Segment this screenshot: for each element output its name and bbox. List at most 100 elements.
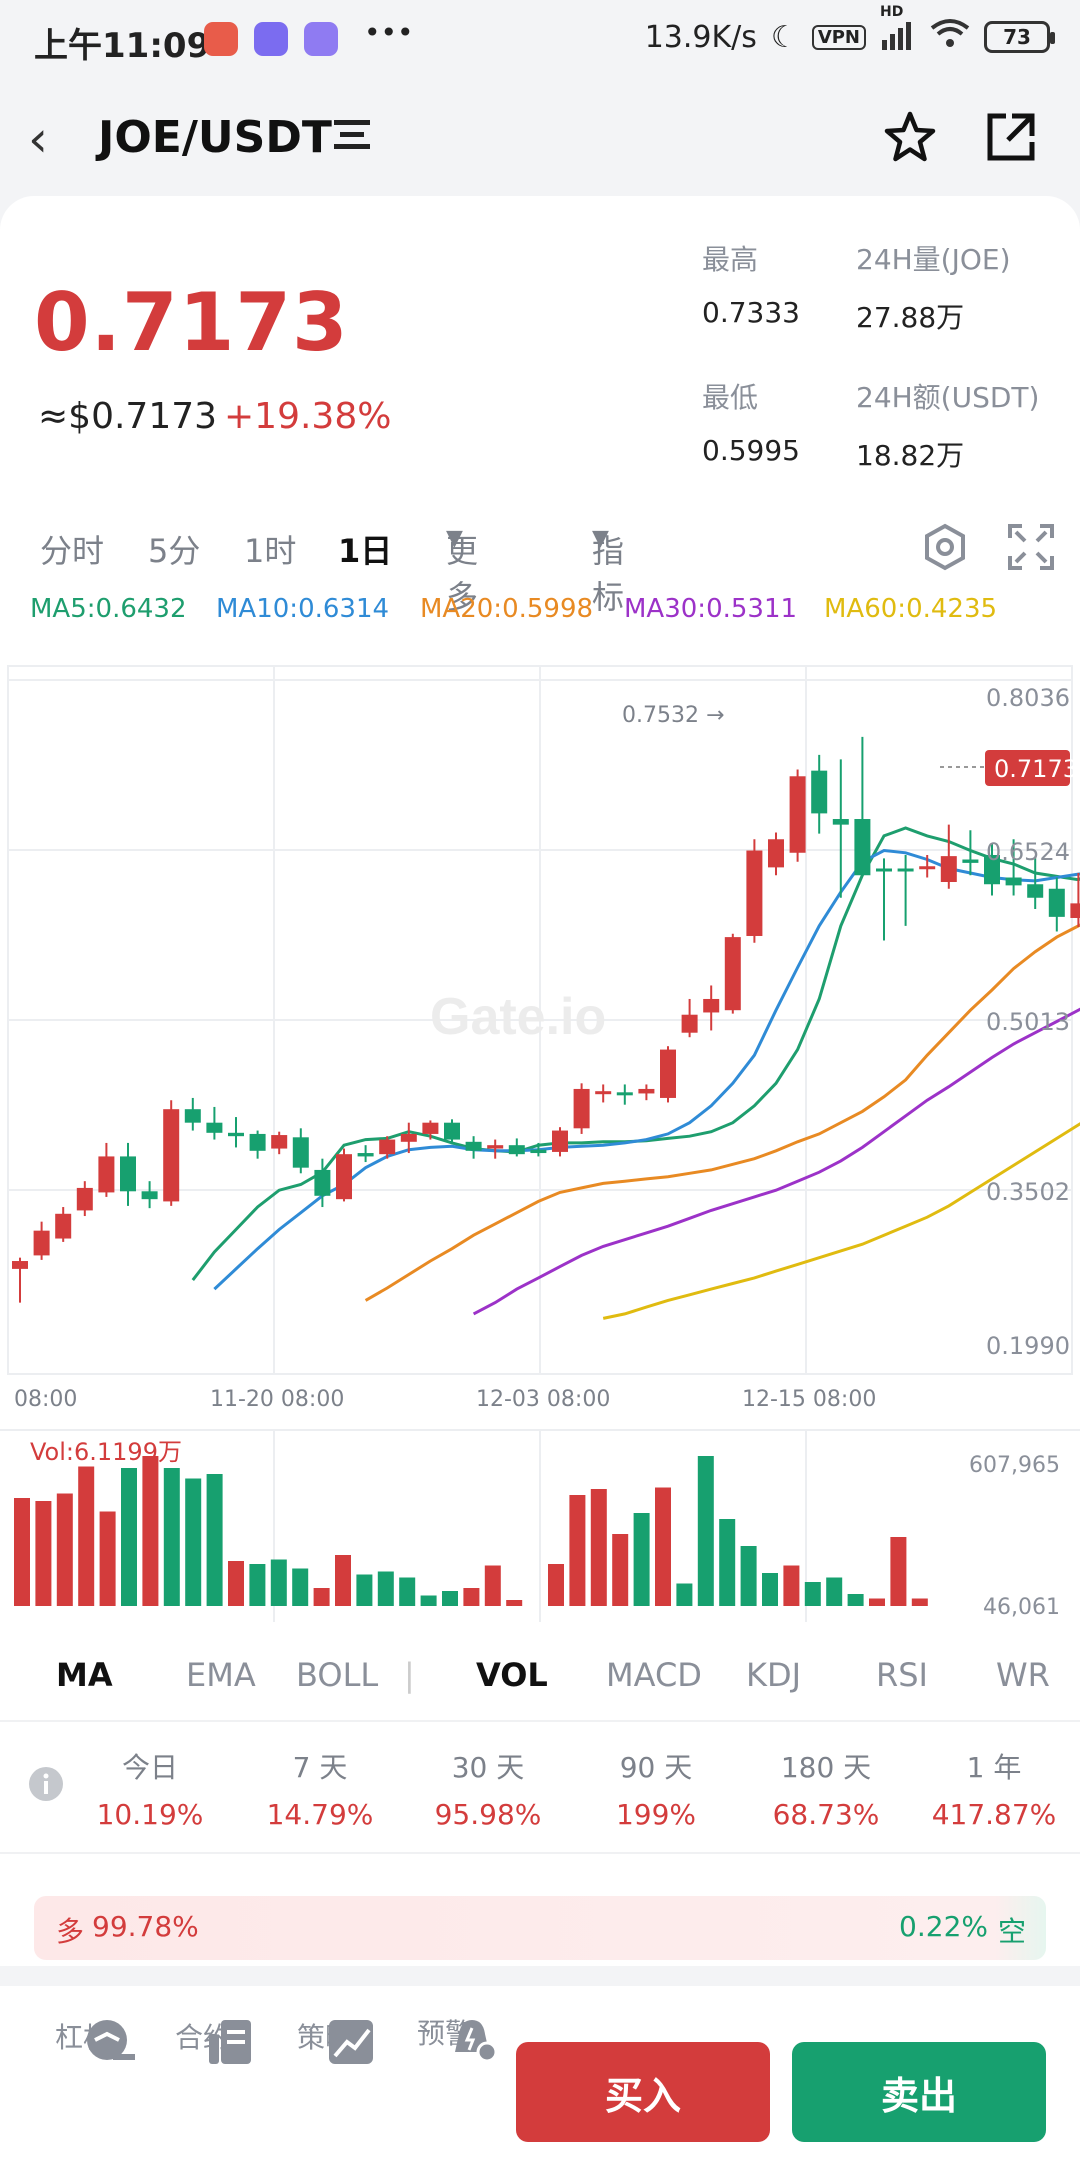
strategy-icon <box>329 2020 373 2064</box>
volume-bar <box>420 1595 437 1606</box>
volume-bar <box>762 1573 778 1606</box>
nav-contract[interactable]: 合约 <box>158 2016 251 2064</box>
volume-bar <box>163 1468 180 1606</box>
perf-value: 417.87% <box>931 1798 1057 1831</box>
tab-ema[interactable]: EMA <box>186 1656 256 1694</box>
time-tick: 12-15 08:00 <box>742 1387 876 1412</box>
candle-body <box>422 1122 439 1134</box>
menu-lines-icon[interactable] <box>334 118 370 152</box>
perf-7d: 7 天 14.79% <box>250 1746 390 1831</box>
tab-ma[interactable]: MA <box>56 1656 113 1694</box>
tab-boll[interactable]: BOLL <box>296 1656 379 1694</box>
tab-macd[interactable]: MACD <box>606 1656 702 1694</box>
ma20-legend: MA20:0.5998 <box>420 594 594 624</box>
candle-body <box>12 1261 28 1269</box>
time-axis-labels: 08:00 11-20 08:00 12-03 08:00 12-15 08:00 <box>14 1387 876 1412</box>
share-icon[interactable] <box>982 108 1040 166</box>
perf-value: 10.19% <box>96 1798 204 1831</box>
volume-bar <box>740 1546 757 1606</box>
candle-body <box>228 1132 244 1137</box>
alert-icon <box>455 2020 498 2063</box>
perf-label: 1 年 <box>966 1751 1022 1784</box>
perf-value: 199% <box>615 1798 697 1831</box>
page-header: ‹ JOE/USDT <box>0 80 1080 200</box>
candlestick-chart[interactable]: Gate.io 0.8036 0.6524 0.5013 0.3502 0.1990 0… <box>0 660 1080 1380</box>
high-marker: 0.7532 → <box>622 703 724 728</box>
volume-24h-value: 27.88万 <box>856 301 965 334</box>
tab-1hour[interactable]: 1时 <box>244 532 297 570</box>
high-label: 最高 <box>702 243 759 276</box>
volume-bar <box>35 1501 52 1606</box>
perf-30d: 30 天 95.98% <box>418 1746 558 1831</box>
time-tick: 12-03 08:00 <box>476 1387 610 1412</box>
volume-bar <box>569 1495 586 1606</box>
perf-label: 今日 <box>121 1751 178 1784</box>
price-tick: 0.6524 <box>986 838 1070 866</box>
back-chevron-icon[interactable]: ‹ <box>28 110 48 168</box>
info-icon[interactable] <box>28 1766 64 1802</box>
timeframe-tabs: 分时 5分 1时 1日 更多 ▼ 指标 ▼ <box>0 523 1080 616</box>
candle-body <box>919 866 936 870</box>
tab-rsi[interactable]: RSI <box>876 1656 928 1694</box>
candle-body <box>357 1153 374 1157</box>
indicator-tabs: MA EMA BOLL | VOL MACD KDJ RSI WR <box>0 1656 1080 1736</box>
ma10-legend: MA10:0.6314 <box>216 594 390 624</box>
low-value: 0.5995 <box>702 434 800 467</box>
sell-button[interactable]: 卖出 <box>792 2042 1046 2142</box>
tab-timeline[interactable]: 分时 <box>40 532 105 570</box>
candle-body <box>55 1213 72 1239</box>
candle-body <box>940 856 957 882</box>
nav-strategy[interactable]: 策略 <box>280 2016 373 2064</box>
watermark: Gate.io <box>430 988 606 1046</box>
app-notification-icon <box>254 22 288 56</box>
volume-bar <box>228 1561 244 1606</box>
candle-body <box>163 1109 180 1202</box>
volume-bar <box>783 1565 800 1606</box>
fullscreen-icon[interactable] <box>1008 524 1054 570</box>
perf-value: 14.79% <box>266 1798 374 1831</box>
candle-body <box>897 868 914 872</box>
divider <box>0 1720 1080 1722</box>
candle-body <box>508 1145 525 1155</box>
volume-min-tick: 46,061 <box>983 1595 1060 1620</box>
current-price-tag: 0.7173 <box>994 755 1078 783</box>
candle-body <box>336 1154 352 1200</box>
nav-alert[interactable]: 预警 <box>400 2012 498 2063</box>
tab-vol[interactable]: VOL <box>476 1656 548 1694</box>
volume-bar <box>399 1577 416 1606</box>
candle-body <box>1070 903 1080 918</box>
candle-body <box>746 850 763 936</box>
candle-body <box>530 1149 547 1154</box>
star-icon[interactable] <box>880 108 940 168</box>
pair-title[interactable]: JOE/USDT <box>98 112 332 163</box>
signal-icon: HD <box>880 4 916 54</box>
volume-bar <box>804 1582 821 1606</box>
perf-value: 95.98% <box>434 1798 542 1831</box>
volume-bar <box>335 1555 351 1606</box>
tab-kdj[interactable]: KDJ <box>746 1656 802 1694</box>
nav-leverage[interactable]: 杠杆 <box>38 2016 135 2060</box>
candle-body <box>487 1145 504 1149</box>
buy-button[interactable]: 买入 <box>516 2042 770 2142</box>
price-tick: 0.3502 <box>986 1178 1070 1206</box>
long-short-ratio-bar: 多 99.78% 0.22% 空 <box>34 1896 1046 1960</box>
candle-body <box>1027 884 1044 898</box>
tab-more-label: 更多 <box>446 532 479 616</box>
candle-body <box>206 1122 223 1133</box>
moon-icon: ☾ <box>770 19 798 55</box>
leverage-icon <box>87 2020 135 2060</box>
time-tick: 11-20 08:00 <box>210 1387 344 1412</box>
candle-body <box>552 1130 568 1152</box>
tab-1day[interactable]: 1日 <box>338 532 393 570</box>
price-tick: 0.8036 <box>986 684 1070 712</box>
volume-bar <box>655 1487 671 1606</box>
tab-wr[interactable]: WR <box>996 1656 1050 1694</box>
tab-5min[interactable]: 5分 <box>148 532 201 570</box>
perf-label: 180 天 <box>780 1751 872 1784</box>
settings-hexagon-icon[interactable] <box>920 522 970 572</box>
perf-value: 68.73% <box>772 1798 880 1831</box>
candle-body <box>789 776 806 853</box>
candles <box>12 736 1080 1303</box>
perf-label: 30 天 <box>451 1751 525 1784</box>
time-tick: 08:00 <box>14 1387 77 1412</box>
